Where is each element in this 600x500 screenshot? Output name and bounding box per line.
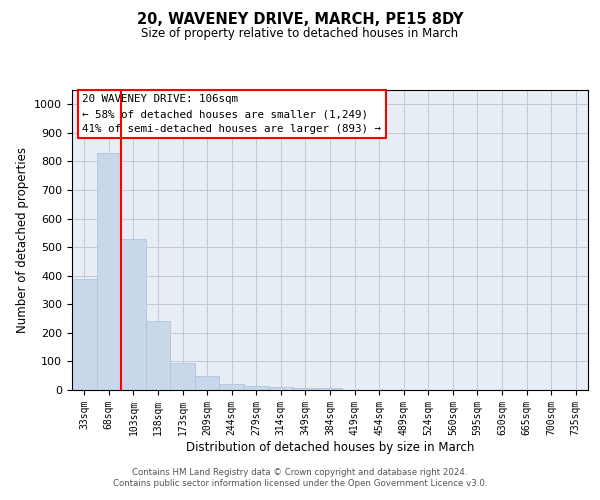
Bar [97,153,121,390]
Bar [72,278,97,390]
Text: Size of property relative to detached houses in March: Size of property relative to detached ho… [142,28,458,40]
Y-axis label: Number of detached properties: Number of detached properties [16,147,29,333]
Text: Distribution of detached houses by size in March: Distribution of detached houses by size … [186,441,474,454]
Bar [244,386,269,390]
Bar [170,364,195,390]
Bar [293,388,318,390]
Bar [318,388,342,390]
Bar [195,376,220,390]
Bar [220,384,244,390]
Bar [121,238,146,390]
Text: 20 WAVENEY DRIVE: 106sqm
← 58% of detached houses are smaller (1,249)
41% of sem: 20 WAVENEY DRIVE: 106sqm ← 58% of detach… [82,94,382,134]
Text: Contains HM Land Registry data © Crown copyright and database right 2024.
Contai: Contains HM Land Registry data © Crown c… [113,468,487,487]
Bar [269,386,293,390]
Text: 20, WAVENEY DRIVE, MARCH, PE15 8DY: 20, WAVENEY DRIVE, MARCH, PE15 8DY [137,12,463,28]
Bar [146,322,170,390]
